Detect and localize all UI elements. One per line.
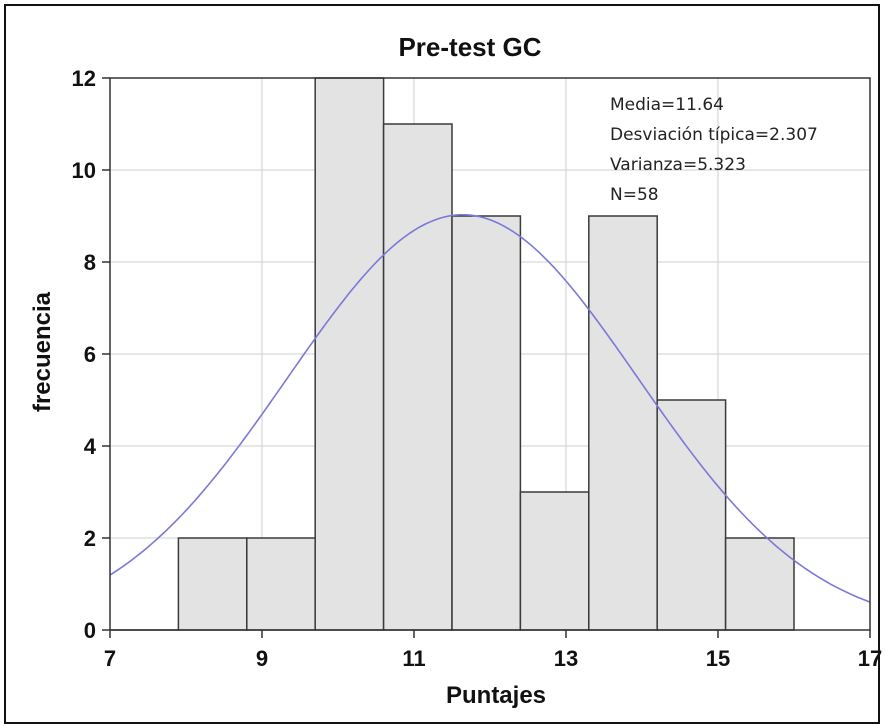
stat-line: Varianza=5.323 [610,155,746,175]
histogram-chart: Pre-test GC 7 9 11 13 15 17 0 2 4 6 8 10 12 Puntaje… [29,32,882,709]
stat-line: Desviación típica=2.307 [610,125,818,145]
histogram-bar [177,537,248,631]
x-tick-label: 7 [104,646,116,671]
histogram-bar [656,399,727,631]
histogram-bar [519,491,590,631]
y-tick-label: 0 [84,618,96,643]
histogram-bar [246,537,316,631]
x-tick-label: 15 [706,646,730,671]
stat-line: Media=11.64 [610,95,724,115]
histogram-bars [110,77,795,631]
x-tick-label: 9 [256,646,268,671]
chart-title: Pre-test GC [398,32,541,62]
histogram-bar [588,215,658,631]
stat-line: N=58 [610,185,659,205]
x-axis-label: Puntajes [446,682,546,709]
y-tick-label: 8 [84,250,96,275]
x-tick-label: 13 [554,646,578,671]
histogram-bar [382,123,453,631]
y-tick-label: 10 [72,158,96,183]
normal-curve [109,214,871,603]
y-tick-label: 6 [84,342,96,367]
x-tick-label: 11 [402,646,425,671]
summary-stats: Media=11.64 Desviación típica=2.307 Varian… [610,95,818,205]
histogram-bar [314,77,385,631]
y-tick-label: 2 [84,526,96,551]
y-axis-ticks: 0 2 4 6 8 10 12 [72,66,110,643]
x-axis-ticks: 7 9 11 13 15 17 [104,630,882,671]
y-axis-label: frecuencia [29,291,56,412]
y-tick-label: 4 [84,434,97,459]
histogram-bar [724,537,795,631]
y-tick-label: 12 [72,66,96,91]
chart-frame: Pre-test GC 7 9 11 13 15 17 0 2 4 6 8 10 12 Puntaje… [4,4,882,724]
x-tick-label: 17 [858,646,882,671]
histogram-bar [451,215,522,631]
